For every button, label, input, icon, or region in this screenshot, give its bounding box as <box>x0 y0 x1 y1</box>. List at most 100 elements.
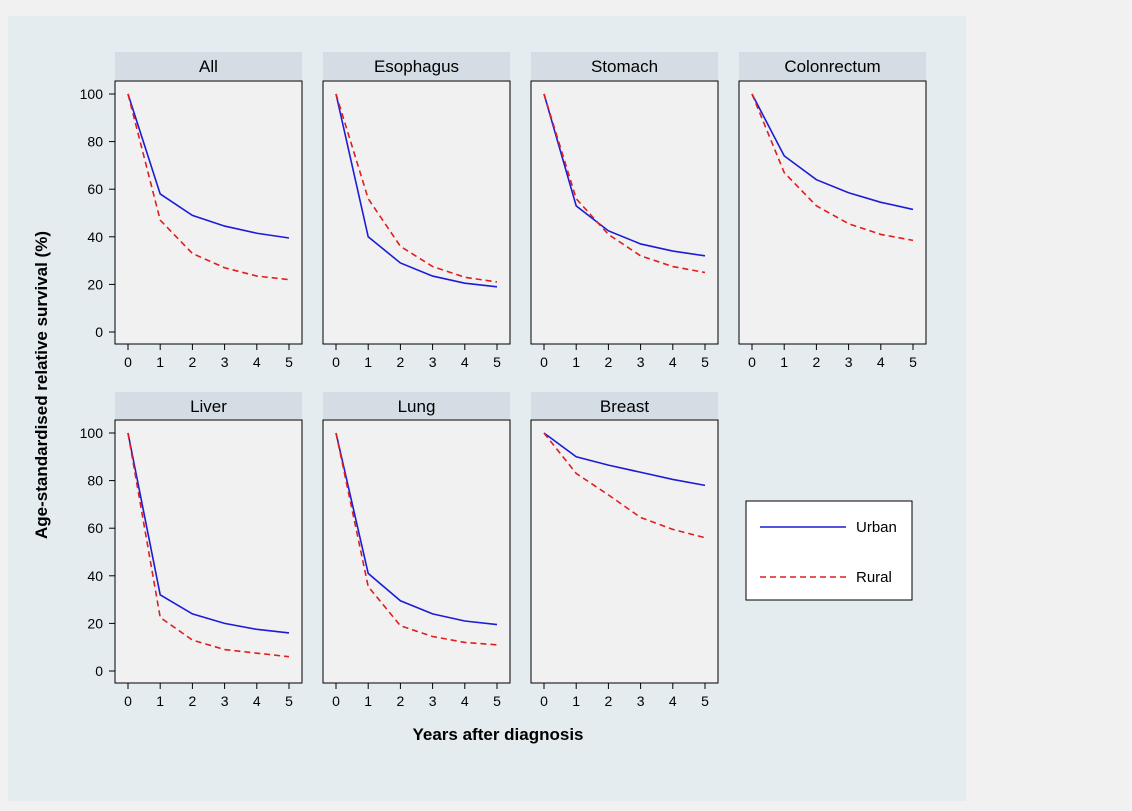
x-tick-label: 2 <box>605 354 613 370</box>
y-axis-label: Age-standardised relative survival (%) <box>32 231 51 539</box>
y-tick-label: 0 <box>95 324 103 340</box>
y-tick-label: 100 <box>80 86 104 102</box>
figure-background: Age-standardised relative survival (%) Y… <box>8 16 966 801</box>
panel-title: All <box>199 57 218 76</box>
panel-title-strip <box>323 52 510 80</box>
series-line-rural <box>127 93 290 281</box>
x-tick-label: 4 <box>461 693 469 709</box>
x-tick-label: 0 <box>332 693 340 709</box>
x-tick-label: 4 <box>669 354 677 370</box>
x-tick-label: 0 <box>748 354 756 370</box>
x-tick-label: 5 <box>701 354 709 370</box>
x-tick-label: 5 <box>285 693 293 709</box>
x-tick-label: 2 <box>813 354 821 370</box>
plot-area <box>114 419 303 684</box>
x-tick-label: 1 <box>364 354 372 370</box>
x-tick-label: 4 <box>253 354 261 370</box>
series-line-rural <box>543 93 706 274</box>
y-tick-label: 0 <box>95 663 103 679</box>
panel-title-strip <box>115 392 302 419</box>
y-tick-label: 20 <box>87 615 103 631</box>
panel-colonrectum: Colonrectum 0 1 2 3 4 5 <box>738 52 927 370</box>
series-line-rural <box>127 432 290 658</box>
x-tick-label: 5 <box>285 354 293 370</box>
x-tick-label: 1 <box>572 693 580 709</box>
legend-box <box>745 500 913 601</box>
panel-liver: Liver 0 1 2 3 4 5 0 20 40 60 80 100 <box>80 392 303 709</box>
x-tick-label: 1 <box>364 693 372 709</box>
panel-title-strip <box>323 392 510 419</box>
plot-area <box>530 419 719 684</box>
x-tick-label: 2 <box>397 693 405 709</box>
x-tick-label: 4 <box>669 693 677 709</box>
series-line-rural <box>543 432 706 539</box>
x-tick-label: 0 <box>124 354 132 370</box>
panel-esophagus: Esophagus 0 1 2 3 4 5 <box>322 52 511 370</box>
series-line-rural <box>335 93 498 283</box>
panel-breast: Breast 0 1 2 3 4 5 <box>530 392 719 709</box>
series-line-rural <box>751 93 914 242</box>
x-tick-label: 3 <box>221 693 229 709</box>
y-tick-label: 80 <box>87 473 103 489</box>
x-tick-label: 0 <box>124 693 132 709</box>
panel-title-strip <box>531 52 718 80</box>
x-tick-label: 5 <box>493 693 501 709</box>
y-tick-label: 20 <box>87 276 103 292</box>
y-tick-label: 60 <box>87 181 103 197</box>
series-line-rural <box>335 432 498 646</box>
panel-title: Esophagus <box>374 57 459 76</box>
x-tick-label: 5 <box>909 354 917 370</box>
x-tick-label: 1 <box>156 354 164 370</box>
x-tick-label: 2 <box>397 354 405 370</box>
panel-title: Stomach <box>591 57 658 76</box>
series-line-urban <box>335 432 498 626</box>
panel-title: Breast <box>600 397 649 416</box>
y-tick-label: 100 <box>80 425 104 441</box>
x-tick-label: 0 <box>540 693 548 709</box>
x-tick-label: 2 <box>189 693 197 709</box>
series-line-urban <box>751 93 914 211</box>
x-tick-label: 0 <box>332 354 340 370</box>
panel-title-strip <box>531 392 718 419</box>
panel-title: Lung <box>398 397 436 416</box>
plot-area <box>114 80 303 345</box>
plot-area <box>322 419 511 684</box>
x-tick-label: 3 <box>429 354 437 370</box>
legend-label: Rural <box>856 569 892 586</box>
x-tick-label: 0 <box>540 354 548 370</box>
plot-area <box>738 80 927 345</box>
panel-all: All 0 1 2 3 4 5 0 20 40 60 80 100 <box>80 52 303 370</box>
x-tick-label: 3 <box>845 354 853 370</box>
x-tick-label: 2 <box>189 354 197 370</box>
panel-title-strip <box>115 52 302 80</box>
series-line-urban <box>127 93 290 239</box>
legend: Urban Rural <box>745 500 913 601</box>
x-tick-label: 4 <box>461 354 469 370</box>
x-tick-label: 3 <box>221 354 229 370</box>
y-tick-label: 80 <box>87 134 103 150</box>
panel-title: Colonrectum <box>784 57 880 76</box>
series-line-urban <box>543 432 706 487</box>
panel-title: Liver <box>190 397 227 416</box>
x-tick-label: 3 <box>429 693 437 709</box>
series-line-urban <box>543 93 706 257</box>
legend-label: Urban <box>856 519 897 536</box>
plot-area <box>322 80 511 345</box>
y-tick-label: 40 <box>87 568 103 584</box>
x-tick-label: 1 <box>572 354 580 370</box>
series-line-urban <box>335 93 498 288</box>
panel-lung: Lung 0 1 2 3 4 5 <box>322 392 511 709</box>
x-tick-label: 4 <box>253 693 261 709</box>
x-tick-label: 1 <box>156 693 164 709</box>
x-tick-label: 5 <box>493 354 501 370</box>
x-tick-label: 5 <box>701 693 709 709</box>
small-multiples-chart: Age-standardised relative survival (%) Y… <box>32 52 927 744</box>
x-tick-label: 3 <box>637 693 645 709</box>
series-line-urban <box>127 432 290 634</box>
y-tick-label: 40 <box>87 229 103 245</box>
y-tick-label: 60 <box>87 520 103 536</box>
x-tick-label: 1 <box>780 354 788 370</box>
panel-stomach: Stomach 0 1 2 3 4 5 <box>530 52 719 370</box>
x-tick-label: 2 <box>605 693 613 709</box>
x-tick-label: 4 <box>877 354 885 370</box>
